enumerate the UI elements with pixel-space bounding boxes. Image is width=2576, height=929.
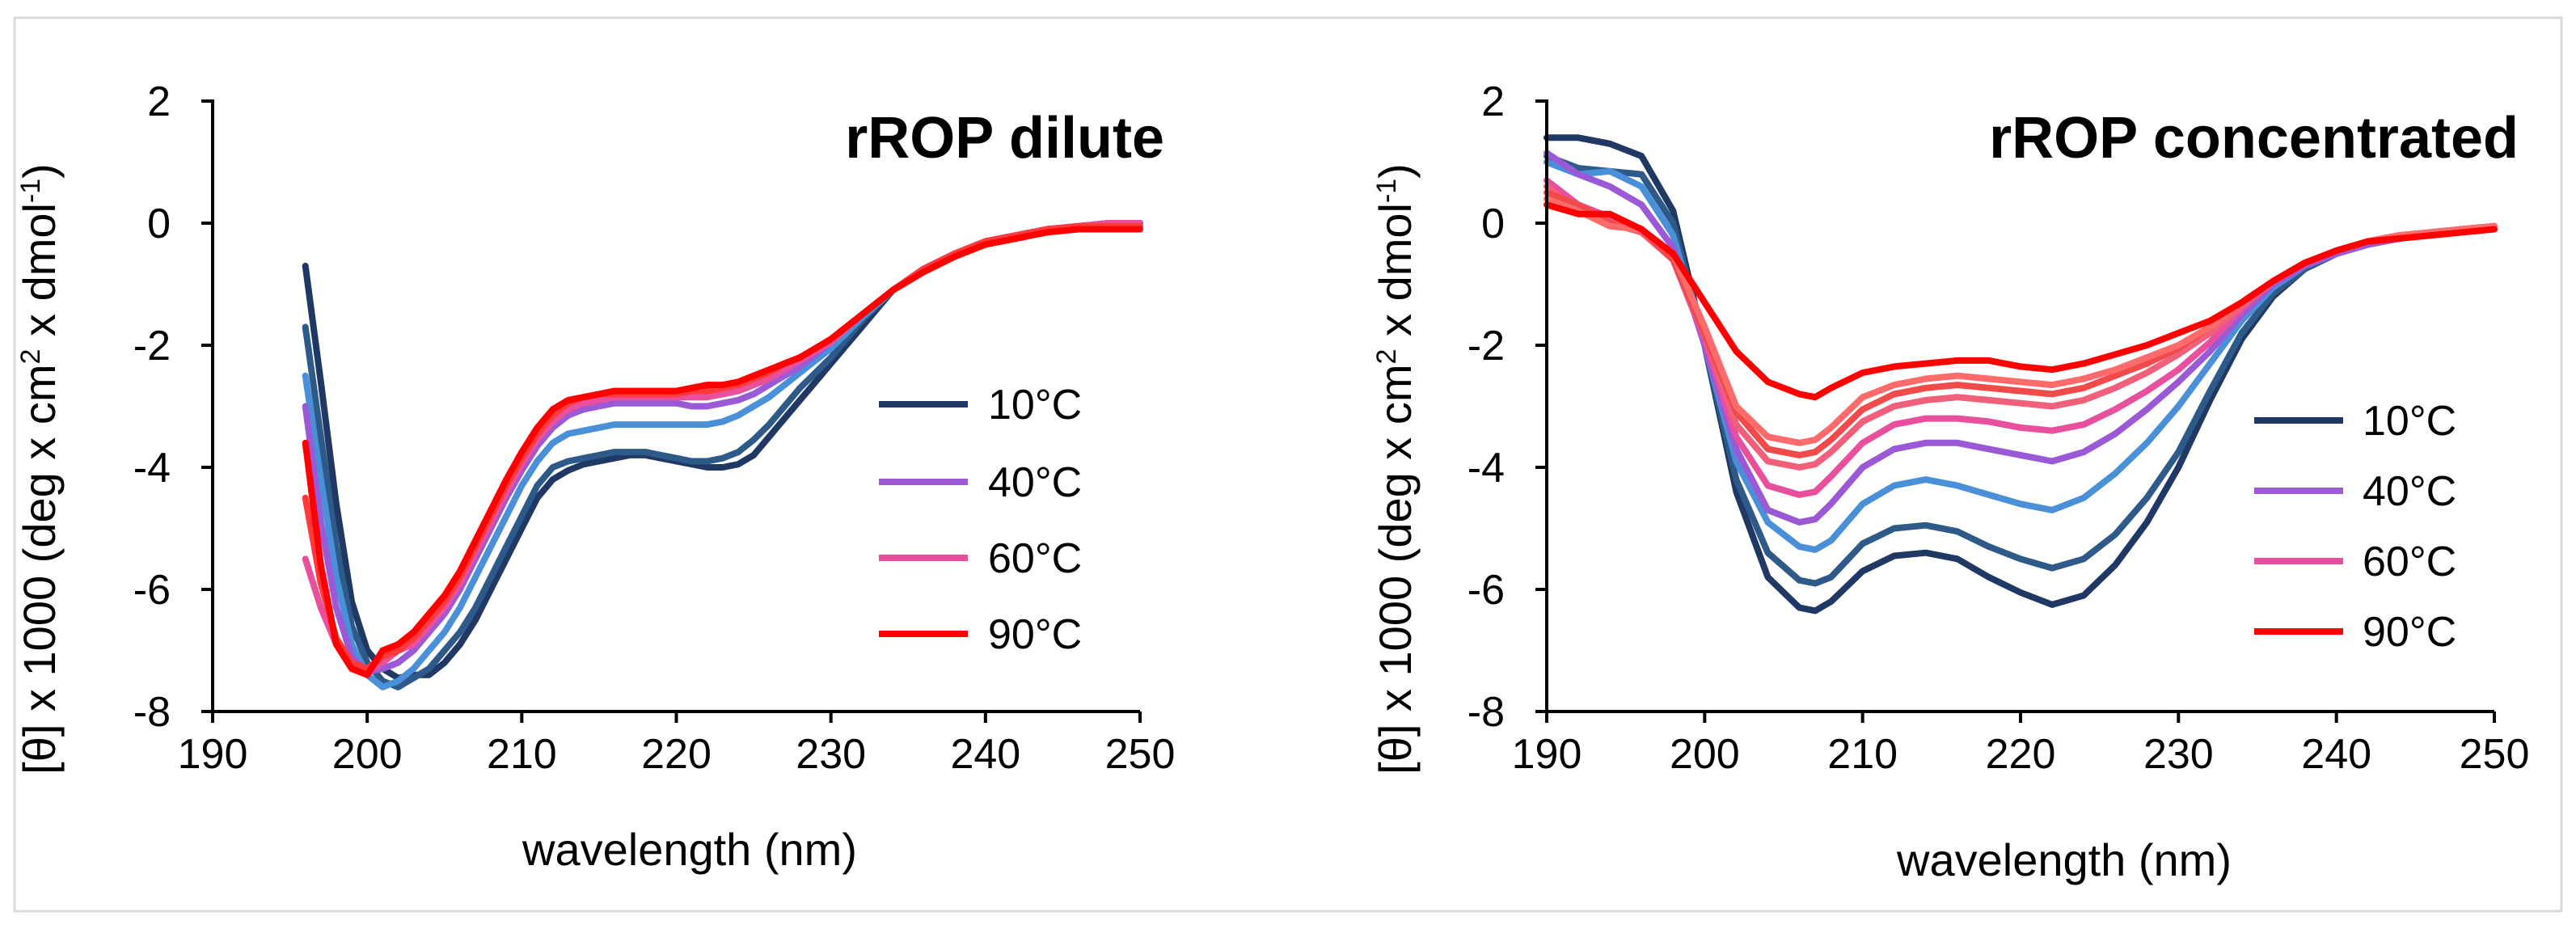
y-tick-label: -2 — [133, 323, 171, 369]
chart-panel-dilute: rROP dilute [θ] x 1000 (deg x cm2 x dmol… — [14, 78, 1175, 875]
x-tick-label: 210 — [1827, 731, 1898, 778]
legend: 10°C 40°C 60°C 90°C — [879, 382, 1082, 658]
series-line-8 — [1543, 201, 2498, 401]
x-axis-label: wavelength (nm) — [522, 824, 857, 875]
x-tick-label: 220 — [1986, 731, 2056, 778]
series-line-2 — [1543, 158, 2498, 553]
legend-label-60c: 60°C — [988, 535, 1082, 582]
legend-label-10c: 10°C — [2363, 398, 2456, 445]
y-axis-label: [θ] x 1000 (deg x cm2 x dmol-1) — [14, 163, 65, 775]
y-tick-label: -8 — [133, 689, 171, 736]
x-tick-label: 190 — [178, 731, 248, 778]
x-tick-label: 190 — [1512, 731, 1582, 778]
y-tick-label: -4 — [1467, 445, 1505, 492]
legend-label-90c: 90°C — [2363, 609, 2456, 656]
series-line-0 — [1543, 134, 2498, 614]
x-tick-label: 210 — [487, 731, 557, 778]
plot-area: 190 200 210 220 230 240 250 2 0 -2 -4 -6 -8 — [1467, 78, 2530, 778]
legend-label-10c: 10°C — [988, 382, 1082, 429]
series-line-3 — [302, 220, 1143, 675]
x-tick-label: 230 — [796, 731, 866, 778]
x-axis-label: wavelength (nm) — [1896, 834, 2232, 885]
legend-label-40c: 40°C — [988, 459, 1082, 506]
y-tick-label: -6 — [1467, 567, 1505, 614]
x-tick-label: 240 — [2301, 731, 2371, 778]
x-tick-label: 240 — [950, 731, 1020, 778]
y-axis-label: [θ] x 1000 (deg x cm2 x dmol-1) — [1370, 163, 1421, 775]
x-tick-label: 250 — [1105, 731, 1176, 778]
chart-title: rROP dilute — [845, 106, 1164, 171]
x-tick-label: 200 — [332, 731, 403, 778]
series-line-4 — [302, 220, 1143, 675]
x-tick-label: 200 — [1670, 731, 1740, 778]
y-tick-label: -2 — [1467, 323, 1505, 369]
y-tick-label: -8 — [1467, 689, 1505, 736]
legend-label-60c: 60°C — [2363, 538, 2456, 585]
x-tick-label: 250 — [2460, 731, 2530, 778]
legend-label-40c: 40°C — [2363, 468, 2456, 515]
series-line-6 — [1543, 189, 2498, 458]
plot-area: 190 200 210 220 230 240 250 2 0 -2 -4 -6 -8 — [133, 78, 1176, 778]
y-tick-label: -4 — [133, 445, 171, 492]
chart-panel-concentrated: rROP concentrated [θ] x 1000 (deg x cm2 … — [1370, 78, 2529, 885]
y-tick-label: 0 — [147, 201, 171, 247]
y-tick-label: 2 — [147, 78, 171, 125]
x-tick-label: 230 — [2143, 731, 2214, 778]
series-line-6 — [302, 226, 1143, 678]
series-line-3 — [1543, 150, 2498, 526]
legend-label-90c: 90°C — [988, 611, 1082, 658]
y-tick-label: 0 — [1481, 201, 1505, 247]
x-tick-label: 220 — [641, 731, 712, 778]
chart-title: rROP concentrated — [1989, 106, 2519, 171]
y-tick-label: 2 — [1481, 78, 1505, 125]
y-tick-label: -6 — [133, 567, 171, 614]
series-line-4 — [1543, 177, 2498, 498]
series-line-5 — [302, 222, 1143, 673]
figure-frame — [13, 16, 2563, 913]
legend: 10°C 40°C 60°C 90°C — [2254, 398, 2456, 656]
